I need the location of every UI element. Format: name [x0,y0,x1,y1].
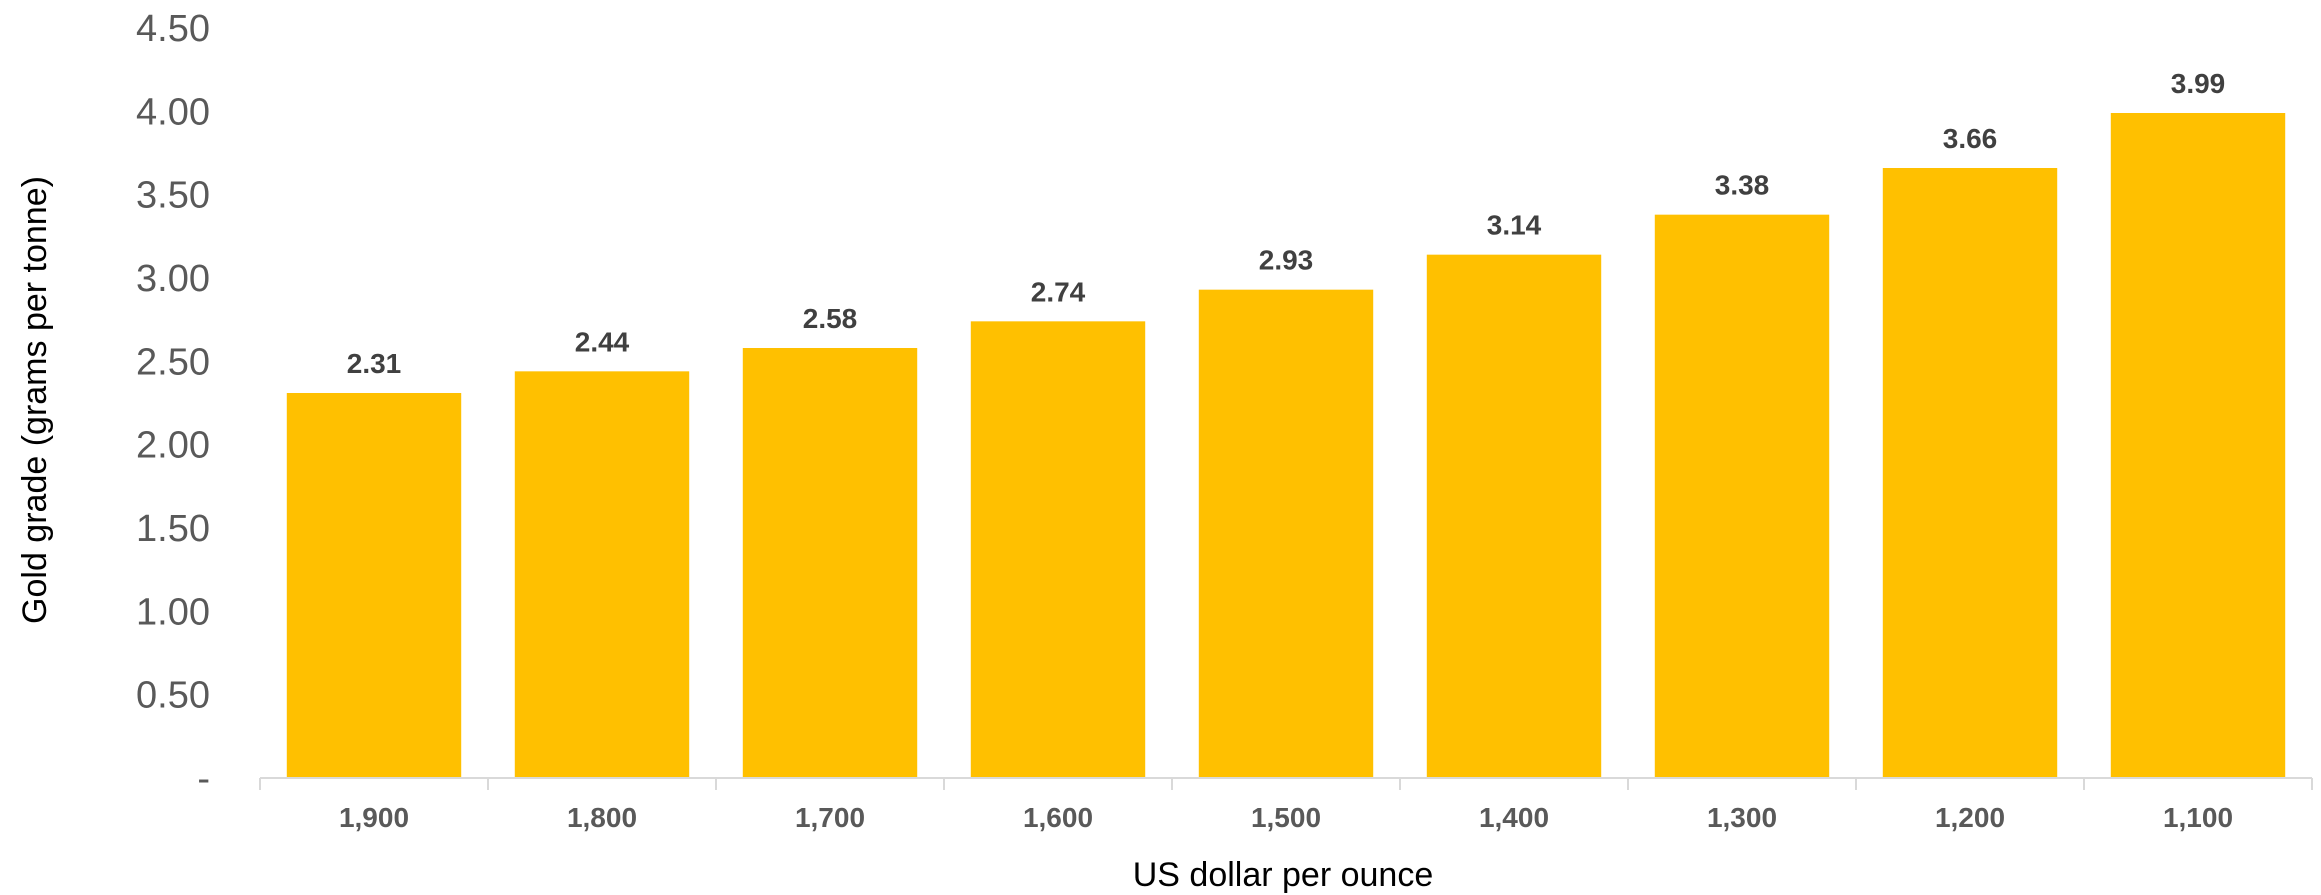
bar-series [286,113,2286,778]
bar [970,321,1146,778]
y-axis-tick-labels: - 0.50 1.00 1.50 2.00 2.50 3.00 3.50 4.00 4.50 [136,8,210,800]
data-label: 3.66 [1943,123,1998,154]
y-tick-label: 2.50 [136,341,210,383]
x-tick-label: 1,500 [1251,802,1321,833]
data-label: 3.99 [2171,68,2226,99]
y-tick-label: 4.00 [136,91,210,133]
x-tick-label: 1,600 [1023,802,1093,833]
x-axis-tick-labels: 1,900 1,800 1,700 1,600 1,500 1,400 1,300 1,200… [339,802,2233,833]
bar [286,393,462,778]
x-tick-label: 1,400 [1479,802,1549,833]
bar [1882,168,2058,778]
y-tick-label: 0.50 [136,675,210,717]
x-tick-label: 1,200 [1935,802,2005,833]
bar [514,371,690,778]
y-tick-label: 1.50 [136,508,210,550]
data-label: 2.44 [575,326,630,357]
data-labels: 2.31 2.44 2.58 2.74 2.93 3.14 3.38 3.66 3.99 [347,68,2226,379]
x-axis-tick-marks [259,778,2313,790]
x-tick-label: 1,100 [2163,802,2233,833]
x-tick-label: 1,800 [567,802,637,833]
data-label: 2.31 [347,348,402,379]
y-tick-label: - [197,758,210,800]
y-tick-label: 2.00 [136,425,210,467]
data-label: 3.38 [1715,170,1770,201]
y-axis-title: Gold grade (grams per tonne) [16,176,54,624]
y-tick-label: 3.00 [136,258,210,300]
bar [1198,289,1374,778]
data-label: 2.74 [1031,276,1086,307]
bar [1654,214,1830,778]
x-tick-label: 1,300 [1707,802,1777,833]
y-tick-label: 3.50 [136,175,210,217]
bar [742,348,918,778]
y-tick-label: 4.50 [136,8,210,50]
data-label: 2.93 [1259,245,1314,276]
data-label: 2.58 [803,303,858,334]
bar [1426,254,1602,778]
data-label: 3.14 [1487,210,1542,241]
x-tick-label: 1,900 [339,802,409,833]
bar [2110,113,2286,778]
y-tick-label: 1.00 [136,591,210,633]
x-axis-title: US dollar per ounce [1133,856,1434,894]
x-tick-label: 1,700 [795,802,865,833]
